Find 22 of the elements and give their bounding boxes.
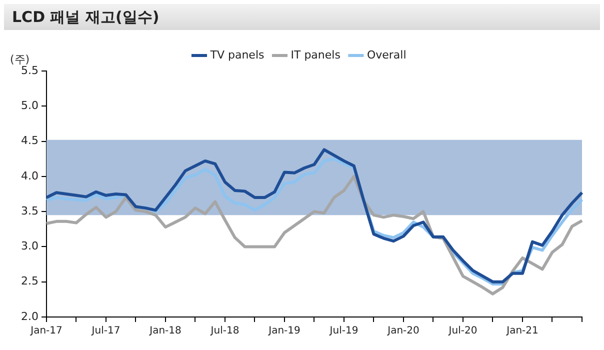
x-tick-label: Jul-18 — [210, 326, 240, 337]
y-tick-label: 5.0 — [20, 99, 38, 112]
x-tick-label: Jan-21 — [506, 326, 538, 337]
x-tick-label: Jan-20 — [386, 326, 420, 337]
y-tick-label: 5.5 — [20, 64, 38, 77]
x-tick-label: Jul-20 — [448, 326, 478, 337]
legend-label: IT panels — [290, 48, 341, 62]
chart-title: LCD 패널 재고(일수) — [4, 4, 600, 30]
y-tick-label: 2.5 — [20, 274, 38, 288]
y-tick-label: 2.0 — [20, 310, 38, 323]
x-tick-label: Jan-19 — [268, 326, 300, 337]
y-axis-title: (주) — [10, 52, 30, 66]
legend-label: TV panels — [209, 48, 265, 62]
y-tick-label: 4.0 — [20, 169, 38, 182]
y-tick-label: 3.0 — [20, 240, 38, 253]
x-tick-label: Jan-17 — [30, 326, 62, 337]
x-tick-label: Jul-19 — [328, 326, 358, 337]
x-tick-label: Jan-18 — [148, 326, 182, 337]
y-tick-label: 4.5 — [20, 134, 38, 148]
y-tick-label: 3.5 — [20, 204, 38, 218]
x-tick-label: Jul-17 — [90, 326, 120, 337]
legend-label: Overall — [366, 48, 406, 62]
